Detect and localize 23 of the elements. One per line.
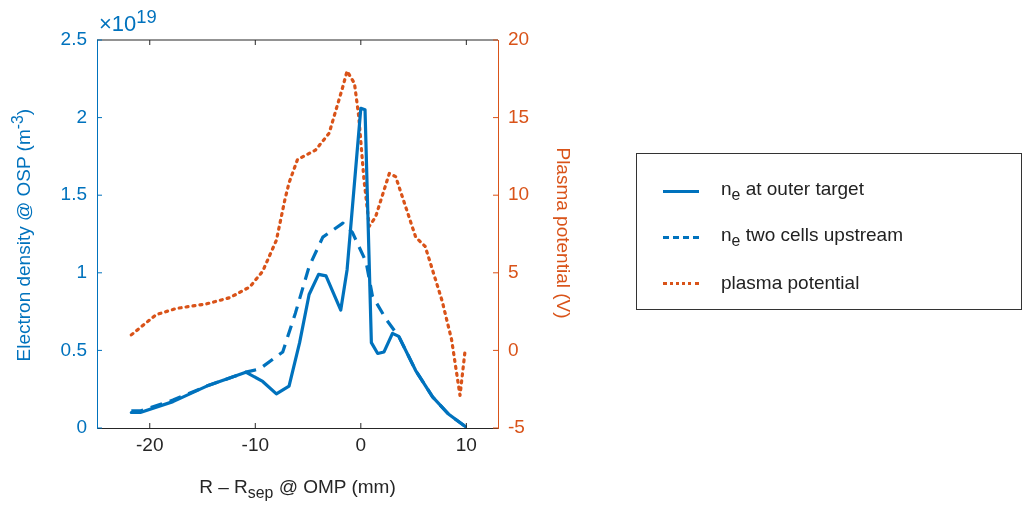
x-tick-label: -20 xyxy=(136,433,164,455)
y2-tick-label: 20 xyxy=(508,28,530,50)
y-tick-label: 1 xyxy=(76,261,87,283)
x-tick-label: 10 xyxy=(455,433,477,455)
x-tick-label: -10 xyxy=(241,433,270,455)
x-axis-title: R – R$_{sep}$ @ OMP (mm) xyxy=(198,476,397,502)
y-tick-label: 0.5 xyxy=(60,338,87,360)
legend-label: n$_{e}$ two cells upstream xyxy=(721,224,904,250)
x-tick-label: 0 xyxy=(355,433,367,455)
legend-label: plasma potential xyxy=(721,272,860,294)
y-tick-label: 2 xyxy=(76,105,87,127)
line-series xyxy=(129,69,467,398)
y2-tick-label: 0 xyxy=(508,338,519,360)
y2-tick-label: 5 xyxy=(508,261,519,283)
y2-axis-title: Plasma potential (V) xyxy=(552,146,574,321)
y-tick-label: 1.5 xyxy=(60,183,87,205)
y-tick-label: 2.5 xyxy=(60,28,87,50)
y-tick-label: 0 xyxy=(76,416,87,438)
y2-tick-label: -5 xyxy=(508,416,525,438)
y2-tick-label: 10 xyxy=(508,183,530,205)
text: ×10$^{19}$ xyxy=(99,6,157,38)
legend-label: n$_{e}$ at outer target xyxy=(721,178,864,204)
y2-tick-label: 15 xyxy=(508,105,530,127)
